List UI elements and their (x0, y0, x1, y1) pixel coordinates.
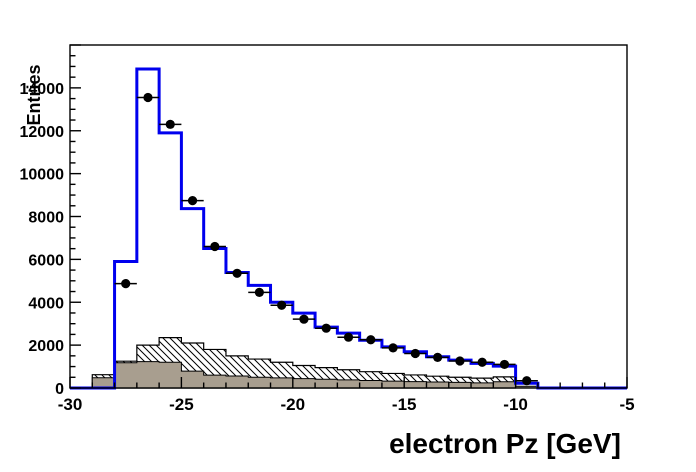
data-point-marker (388, 343, 398, 353)
x-tick-label: -5 (619, 395, 634, 414)
x-tick-label: -30 (58, 395, 83, 414)
data-point-marker (121, 278, 131, 289)
axes: 0 2000 4000 6000 8000 10000 12000 14000 -30 -25 -2… (20, 44, 635, 414)
x-axis-title: electron Pz [GeV] (389, 428, 621, 459)
data-point-marker (321, 323, 331, 333)
data-point-marker (477, 357, 487, 367)
x-tick-label: -20 (281, 395, 306, 414)
data-point-marker (499, 359, 510, 370)
data-point-marker (210, 241, 220, 252)
data-point-marker (187, 196, 198, 206)
data-point-marker (165, 119, 175, 129)
y-tick-label: 14000 (20, 81, 65, 98)
y-tick-label: 10000 (20, 167, 65, 184)
data-point-marker (522, 376, 532, 386)
y-tick-label: 6000 (28, 252, 64, 269)
data-point-marker (254, 287, 264, 297)
data-point-marker (366, 335, 376, 345)
data-point-marker (277, 300, 287, 310)
y-axis-title: Entries (24, 64, 44, 125)
data-point-marker (343, 332, 354, 342)
x-tick-label: -10 (503, 395, 528, 414)
y-tick-label: 4000 (28, 295, 64, 312)
y-tick-label: 8000 (28, 210, 64, 227)
y-tick-label: 2000 (28, 338, 64, 355)
data-point-marker (143, 92, 153, 103)
y-tick-label: 12000 (20, 124, 65, 141)
data-point-marker (455, 356, 465, 366)
data-point-marker (433, 352, 443, 362)
data-point-marker (410, 348, 420, 359)
data-points-series (114, 92, 538, 386)
data-point-marker (232, 268, 242, 278)
x-tick-label: -15 (392, 395, 417, 414)
y-tick-label: 0 (55, 381, 64, 398)
data-point-marker (299, 314, 309, 324)
x-tick-label: -25 (169, 395, 194, 414)
